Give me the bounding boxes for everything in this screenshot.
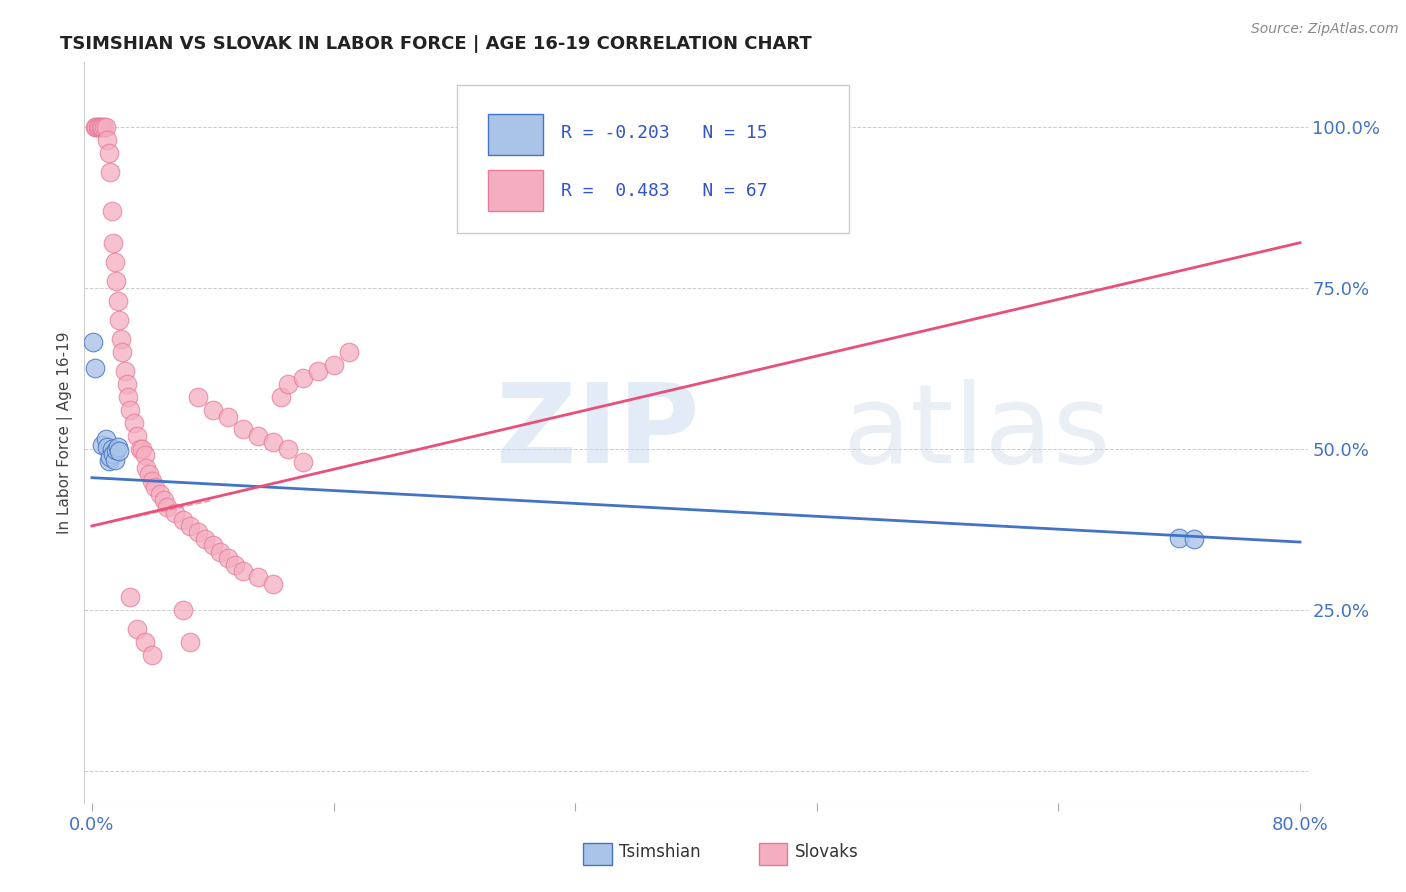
Point — [82, 335, 104, 350]
Point — [247, 429, 270, 443]
Point — [143, 480, 166, 494]
Point — [100, 203, 122, 218]
Point — [141, 474, 163, 488]
Point — [179, 519, 201, 533]
Point — [108, 444, 131, 458]
Point — [84, 361, 107, 376]
Point — [201, 403, 224, 417]
Point — [90, 120, 112, 134]
Point — [224, 558, 246, 572]
Point — [232, 422, 254, 436]
Point — [94, 432, 117, 446]
Point — [101, 447, 124, 461]
Point — [91, 438, 114, 452]
FancyBboxPatch shape — [457, 85, 849, 233]
Point — [134, 635, 156, 649]
Point — [232, 564, 254, 578]
Point — [115, 377, 138, 392]
Point — [292, 454, 315, 468]
Text: Source: ZipAtlas.com: Source: ZipAtlas.com — [1251, 22, 1399, 37]
Point — [172, 512, 194, 526]
Text: Tsimshian: Tsimshian — [619, 843, 700, 861]
Point — [307, 364, 329, 378]
Point — [91, 120, 114, 134]
Text: R = -0.203   N = 15: R = -0.203 N = 15 — [561, 124, 768, 142]
Y-axis label: In Labor Force | Age 16-19: In Labor Force | Age 16-19 — [58, 331, 73, 534]
Point — [135, 461, 157, 475]
Bar — [583, 843, 612, 865]
Point — [107, 441, 129, 455]
Point — [110, 332, 132, 346]
Point — [131, 442, 153, 456]
Point — [122, 416, 145, 430]
Point — [87, 120, 110, 134]
Point — [138, 467, 160, 482]
Point — [153, 493, 176, 508]
Point — [247, 570, 270, 584]
Point — [94, 120, 117, 134]
Point — [98, 165, 121, 179]
Point — [127, 622, 149, 636]
Point — [108, 313, 131, 327]
Point — [101, 235, 124, 250]
Point — [337, 345, 360, 359]
Text: ZIP: ZIP — [496, 379, 700, 486]
Point — [217, 551, 239, 566]
Point — [1182, 532, 1205, 546]
Point — [114, 364, 136, 378]
Point — [118, 403, 141, 417]
Point — [84, 120, 107, 134]
Point — [100, 442, 122, 456]
Point — [96, 133, 118, 147]
Point — [262, 577, 284, 591]
Point — [209, 545, 232, 559]
Point — [134, 448, 156, 462]
Point — [97, 454, 120, 468]
Point — [127, 429, 149, 443]
FancyBboxPatch shape — [488, 169, 543, 211]
Point — [105, 274, 128, 288]
FancyBboxPatch shape — [488, 114, 543, 155]
Point — [277, 377, 299, 392]
Point — [172, 602, 194, 616]
Point — [129, 442, 152, 456]
Point — [89, 120, 111, 134]
Point — [262, 435, 284, 450]
Point — [187, 390, 209, 404]
Point — [217, 409, 239, 424]
Text: TSIMSHIAN VS SLOVAK IN LABOR FORCE | AGE 16-19 CORRELATION CHART: TSIMSHIAN VS SLOVAK IN LABOR FORCE | AGE… — [60, 35, 811, 53]
Point — [105, 442, 128, 457]
Point — [179, 635, 201, 649]
Bar — [759, 843, 787, 865]
Point — [103, 452, 125, 467]
Point — [97, 145, 120, 160]
Point — [270, 390, 292, 404]
Text: atlas: atlas — [842, 379, 1111, 486]
Point — [117, 390, 139, 404]
Point — [277, 442, 299, 456]
Point — [86, 120, 108, 134]
Point — [156, 500, 179, 514]
Point — [194, 532, 217, 546]
Point — [1168, 531, 1191, 545]
Text: Slovaks: Slovaks — [794, 843, 858, 861]
Point — [163, 506, 186, 520]
Point — [96, 440, 118, 454]
Text: R =  0.483   N = 67: R = 0.483 N = 67 — [561, 182, 768, 200]
Point — [103, 255, 125, 269]
Point — [141, 648, 163, 662]
Point — [322, 358, 344, 372]
Point — [111, 345, 134, 359]
Point — [149, 487, 172, 501]
Point — [118, 590, 141, 604]
Point — [292, 371, 315, 385]
Point — [201, 538, 224, 552]
Point — [107, 293, 129, 308]
Point — [98, 450, 121, 464]
Point — [187, 525, 209, 540]
Point — [93, 120, 115, 134]
